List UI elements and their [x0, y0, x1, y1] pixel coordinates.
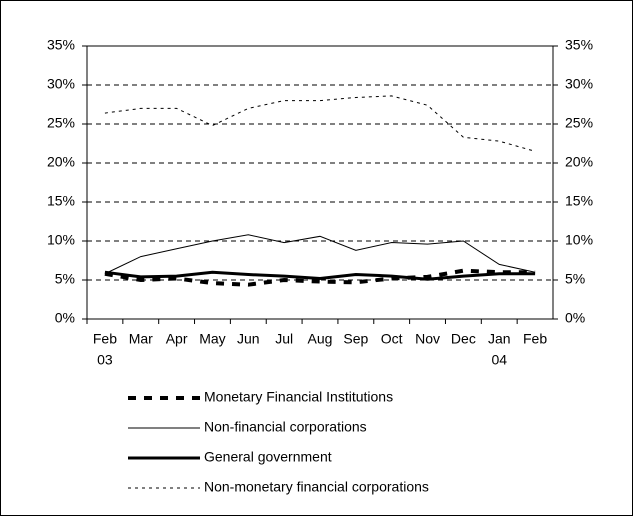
- legend-label: Non-monetary financial corporations: [204, 479, 429, 495]
- x-tick-label: May: [199, 331, 225, 347]
- y2-tick-label: 5%: [565, 271, 585, 287]
- x-tick-label: Dec: [451, 331, 476, 347]
- y-tick-label: 10%: [47, 232, 75, 248]
- x-tick-label: Jun: [237, 331, 260, 347]
- legend-label: Non-financial corporations: [204, 419, 367, 435]
- x-year-label: 03: [97, 352, 113, 368]
- y2-tick-label: 35%: [565, 37, 593, 53]
- y2-tick-label: 0%: [565, 310, 585, 326]
- x-tick-label: Jan: [488, 331, 511, 347]
- x-tick-label: Jul: [275, 331, 293, 347]
- series-line: [104, 270, 536, 281]
- y2-tick-label: 20%: [565, 154, 593, 170]
- x-tick-label: Mar: [129, 331, 153, 347]
- legend-label: General government: [204, 449, 332, 465]
- y-tick-label: 5%: [55, 271, 75, 287]
- y-tick-label: 15%: [47, 193, 75, 209]
- x-tick-label: Sep: [343, 331, 368, 347]
- x-tick-label: Oct: [381, 331, 403, 347]
- y2-tick-label: 15%: [565, 193, 593, 209]
- plot-area: [86, 45, 554, 320]
- y-tick-label: 20%: [47, 154, 75, 170]
- legend-label: Monetary Financial Institutions: [204, 389, 393, 405]
- y2-tick-label: 25%: [565, 115, 593, 131]
- series-line: [104, 234, 536, 275]
- y-tick-label: 25%: [47, 115, 75, 131]
- x-tick-label: Apr: [166, 331, 188, 347]
- x-tick-label: Aug: [308, 331, 333, 347]
- y-tick-label: 0%: [55, 310, 75, 326]
- y-tick-label: 30%: [47, 76, 75, 92]
- x-tick-label: Feb: [523, 331, 547, 347]
- x-year-label: 04: [491, 352, 507, 368]
- y2-tick-label: 30%: [565, 76, 593, 92]
- x-tick-label: Nov: [415, 331, 440, 347]
- series-line: [104, 95, 536, 152]
- x-tick-label: Feb: [93, 331, 117, 347]
- y-tick-label: 35%: [47, 37, 75, 53]
- y2-tick-label: 10%: [565, 232, 593, 248]
